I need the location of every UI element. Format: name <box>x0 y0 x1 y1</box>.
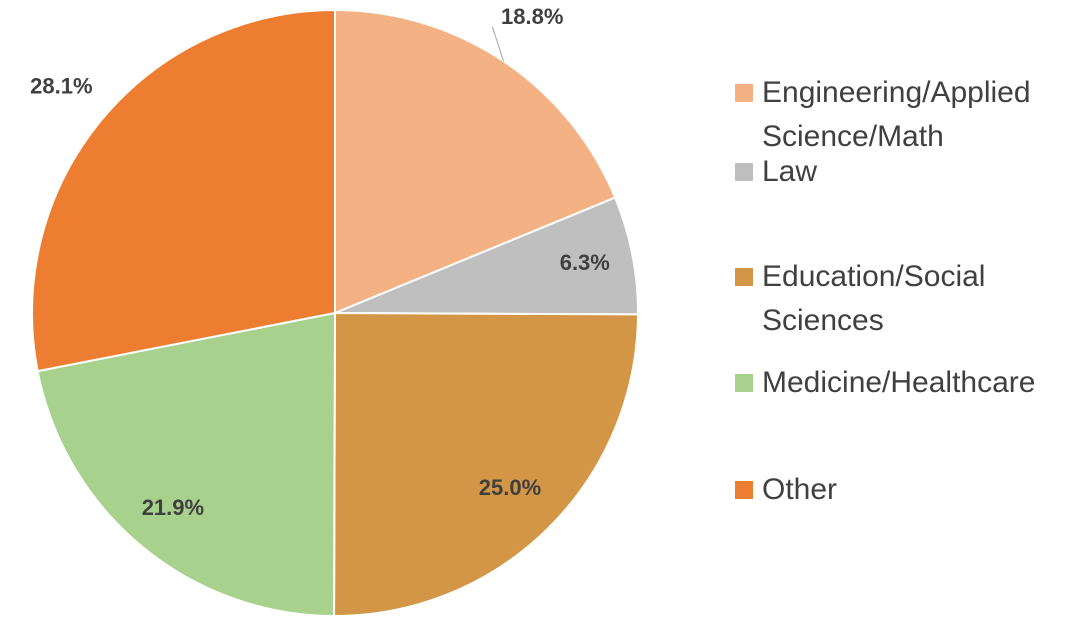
legend-swatch <box>735 163 753 181</box>
legend-swatch <box>735 374 753 392</box>
data-label: 25.0% <box>479 475 541 500</box>
legend-item: Education/Social Sciences <box>735 255 1085 343</box>
data-label: 6.3% <box>560 250 610 275</box>
legend-label: Education/Social Sciences <box>762 260 986 337</box>
pie-slice <box>334 196 639 316</box>
data-label: 28.1% <box>30 73 92 98</box>
legend-swatch <box>735 268 753 286</box>
legend-label: Other <box>762 473 838 506</box>
data-label: 21.9% <box>142 495 204 520</box>
pie-slice <box>31 8 336 373</box>
leader-line <box>491 26 505 62</box>
legend-label: Medicine/Healthcare <box>762 366 1036 399</box>
legend-item: Other <box>735 468 1085 512</box>
legend-swatch <box>735 481 753 499</box>
pie-slice <box>334 8 617 315</box>
legend-item: Engineering/Applied Science/Math <box>735 71 1085 159</box>
pie-area: 18.8% 6.3% 25.0% 21.9% 28.1% <box>30 4 640 617</box>
legend-item: Medicine/Healthcare <box>735 361 1085 405</box>
pie-slice <box>333 311 640 617</box>
legend-swatch <box>735 84 753 102</box>
legend-label: Engineering/Applied Science/Math <box>762 76 1031 153</box>
pie-slice <box>36 311 337 617</box>
data-label: 18.8% <box>501 4 563 29</box>
legend-item: Law <box>735 150 1085 194</box>
legend-label: Law <box>762 155 818 188</box>
